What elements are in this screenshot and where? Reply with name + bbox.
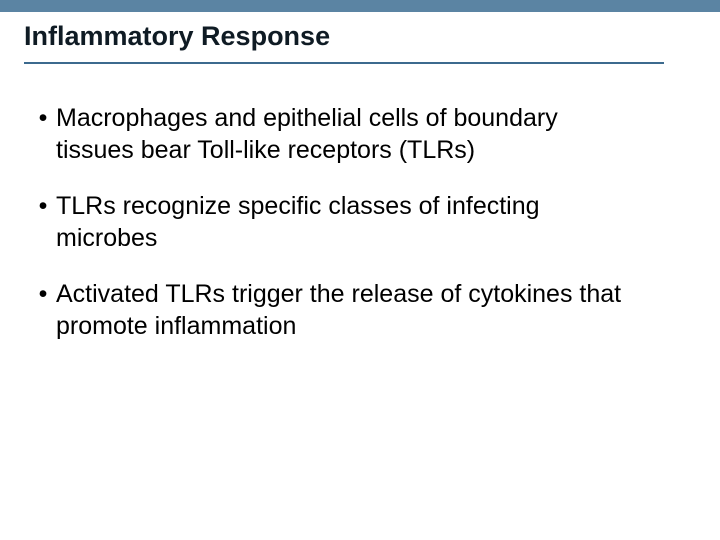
slide-title: Inflammatory Response xyxy=(24,20,664,52)
bullet-marker: • xyxy=(30,102,56,134)
bullet-item: •Activated TLRs trigger the release of c… xyxy=(30,278,640,342)
bullet-list: •Macrophages and epithelial cells of bou… xyxy=(30,102,640,342)
title-underline xyxy=(24,62,664,64)
bullet-text: Macrophages and epithelial cells of boun… xyxy=(56,102,640,166)
bullet-text: TLRs recognize specific classes of infec… xyxy=(56,190,640,254)
title-block: Inflammatory Response xyxy=(24,20,664,64)
header-accent-bar xyxy=(0,0,720,12)
bullet-item: •TLRs recognize specific classes of infe… xyxy=(30,190,640,254)
bullet-item: •Macrophages and epithelial cells of bou… xyxy=(30,102,640,166)
bullet-text: Activated TLRs trigger the release of cy… xyxy=(56,278,640,342)
bullet-marker: • xyxy=(30,278,56,310)
bullet-marker: • xyxy=(30,190,56,222)
